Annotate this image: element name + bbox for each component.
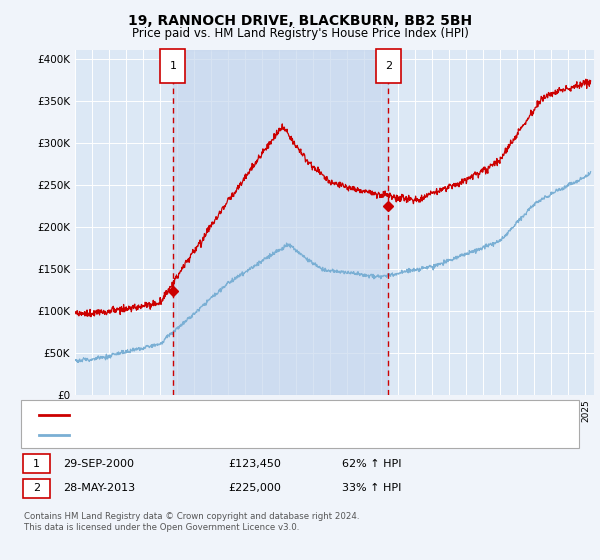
Text: £123,450: £123,450 (228, 459, 281, 469)
Text: Contains HM Land Registry data © Crown copyright and database right 2024.
This d: Contains HM Land Registry data © Crown c… (24, 512, 359, 532)
Text: £225,000: £225,000 (228, 483, 281, 493)
Text: 19, RANNOCH DRIVE, BLACKBURN, BB2 5BH: 19, RANNOCH DRIVE, BLACKBURN, BB2 5BH (128, 14, 472, 28)
Text: 62% ↑ HPI: 62% ↑ HPI (342, 459, 401, 469)
Text: 1: 1 (33, 459, 40, 469)
Text: HPI: Average price, detached house, Blackburn with Darwen: HPI: Average price, detached house, Blac… (75, 430, 389, 440)
Text: 33% ↑ HPI: 33% ↑ HPI (342, 483, 401, 493)
Text: 2: 2 (33, 483, 40, 493)
Text: 2: 2 (385, 61, 392, 71)
Text: 28-MAY-2013: 28-MAY-2013 (63, 483, 135, 493)
FancyBboxPatch shape (376, 49, 401, 83)
Bar (173, 50, 388, 395)
Text: 19, RANNOCH DRIVE, BLACKBURN, BB2 5BH (detached house): 19, RANNOCH DRIVE, BLACKBURN, BB2 5BH (d… (75, 410, 400, 420)
Text: 29-SEP-2000: 29-SEP-2000 (63, 459, 134, 469)
Text: Price paid vs. HM Land Registry's House Price Index (HPI): Price paid vs. HM Land Registry's House … (131, 27, 469, 40)
Text: 1: 1 (169, 61, 176, 71)
FancyBboxPatch shape (160, 49, 185, 83)
